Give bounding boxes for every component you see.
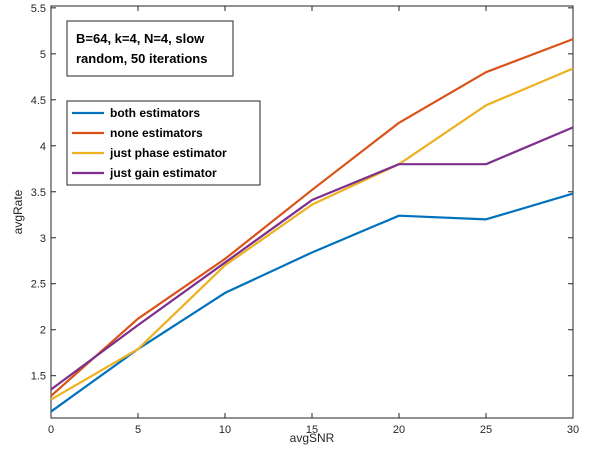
x-tick-label: 20 [393, 424, 405, 436]
y-tick-label: 2.5 [31, 279, 46, 291]
y-tick-label: 1.5 [31, 371, 46, 383]
x-tick-label: 30 [567, 424, 579, 436]
y-tick-label: 5 [40, 49, 46, 61]
legend-label-2: none estimators [110, 126, 203, 140]
x-axis-label: avgSNR [290, 431, 335, 445]
y-tick-label: 4.5 [31, 95, 46, 107]
series-line-3 [50, 67, 574, 401]
annotation-line-1: B=64, k=4, N=4, slow [76, 31, 205, 46]
series-line-4 [50, 126, 574, 391]
y-tick-label: 3.5 [31, 187, 46, 199]
y-tick-label: 3 [40, 233, 46, 245]
series-line-2 [50, 38, 574, 397]
y-tick-label: 2 [40, 325, 46, 337]
legend: both estimators none estimators just phase… [66, 100, 261, 186]
annotation-line-2: random, 50 iterations [76, 51, 207, 66]
y-tick-label: 5.5 [31, 3, 46, 15]
legend-label-1: both estimators [110, 106, 200, 120]
axis-ticks: 0 5 10 15 20 25 30 1.5 2 2.5 3 3.5 4 4.5 5 5.5 [31, 3, 579, 436]
annotation-box: B=64, k=4, N=4, slow random, 50 iteratio… [66, 20, 234, 77]
x-tick-label: 15 [306, 424, 318, 436]
y-tick-label: 4 [40, 141, 46, 153]
legend-label-4: just gain estimator [109, 166, 217, 180]
x-tick-label: 25 [480, 424, 492, 436]
x-tick-label: 5 [135, 424, 141, 436]
series-lines [50, 38, 574, 413]
legend-box [66, 100, 261, 186]
y-axis-label: avgRate [11, 189, 25, 234]
x-tick-label: 10 [219, 424, 231, 436]
x-tick-label: 0 [48, 424, 54, 436]
legend-label-3: just phase estimator [109, 146, 227, 160]
